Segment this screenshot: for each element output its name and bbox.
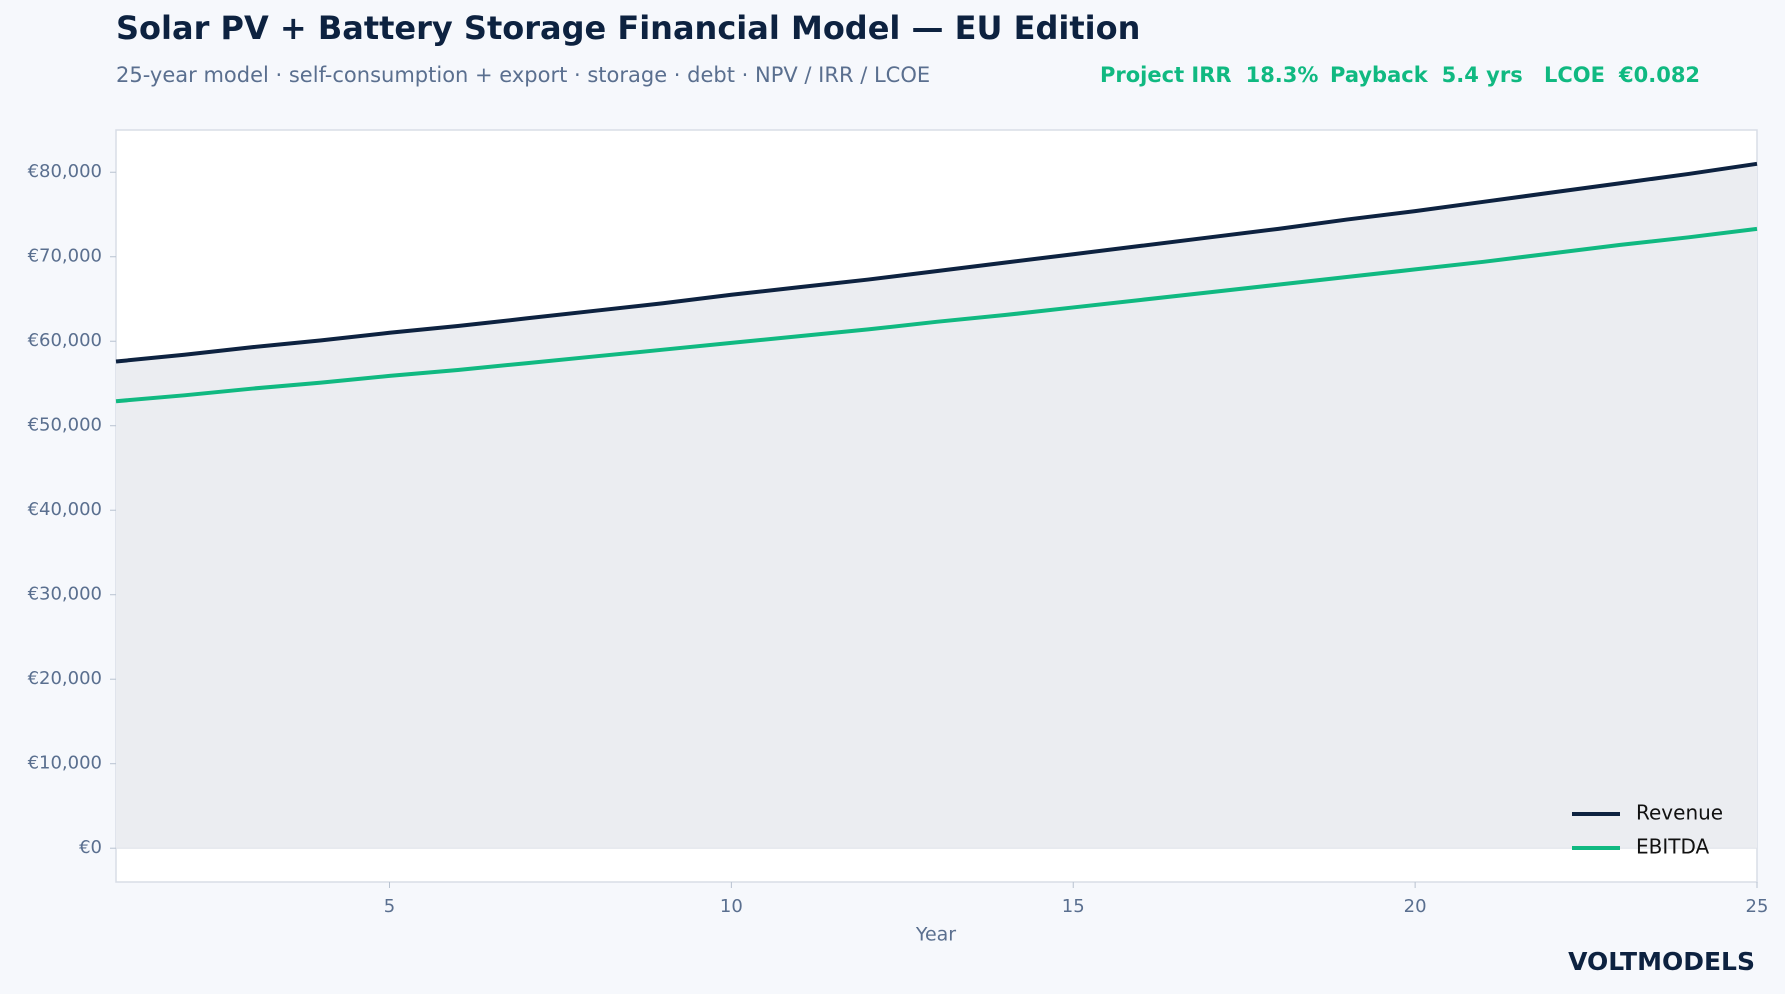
legend-label: Revenue bbox=[1636, 801, 1723, 825]
brand: VOLTMODELS bbox=[1568, 947, 1755, 976]
x-tick-label: 20 bbox=[1404, 896, 1427, 917]
y-tick-label: €0 bbox=[79, 837, 102, 858]
x-tick-label: 5 bbox=[384, 896, 395, 917]
legend-label: EBITDA bbox=[1636, 835, 1710, 859]
kpi-label: LCOE bbox=[1544, 63, 1605, 87]
kpi: LCOE €0.082 bbox=[1544, 63, 1700, 87]
kpi-bar: Project IRR 18.3% Payback 5.4 yrs LCOE €0.082 bbox=[1100, 63, 1700, 87]
x-tick-label: 10 bbox=[720, 896, 743, 917]
line bbox=[115, 161, 1758, 364]
x-tick-label: 15 bbox=[1062, 896, 1085, 917]
subtitle: 25-year model · self-consumption + expor… bbox=[116, 63, 930, 87]
y-tick-label: €80,000 bbox=[28, 161, 102, 182]
y-tick-label: €50,000 bbox=[28, 415, 102, 436]
y-tick-label: €10,000 bbox=[28, 753, 102, 774]
y-tick-label: €20,000 bbox=[28, 668, 102, 689]
kpi-label: Project IRR bbox=[1100, 63, 1232, 87]
line bbox=[115, 226, 1758, 404]
kpi-value: 5.4 yrs bbox=[1442, 63, 1523, 87]
area bbox=[116, 163, 1757, 849]
title: Solar PV + Battery Storage Financial Mod… bbox=[116, 9, 1140, 47]
y-tick-label: €60,000 bbox=[28, 330, 102, 351]
kpi-value: 18.3% bbox=[1246, 63, 1319, 87]
y-tick-label: €70,000 bbox=[28, 246, 102, 267]
kpi-value: €0.082 bbox=[1618, 63, 1700, 87]
x-tick-label: 25 bbox=[1746, 896, 1769, 917]
kpi: Project IRR 18.3% bbox=[1100, 63, 1318, 87]
kpi-label: Payback bbox=[1330, 63, 1429, 87]
kpi: Payback 5.4 yrs bbox=[1330, 63, 1523, 87]
y-tick-label: €40,000 bbox=[28, 499, 102, 520]
y-tick-label: €30,000 bbox=[28, 584, 102, 605]
x-axis-label: Year bbox=[915, 924, 956, 946]
